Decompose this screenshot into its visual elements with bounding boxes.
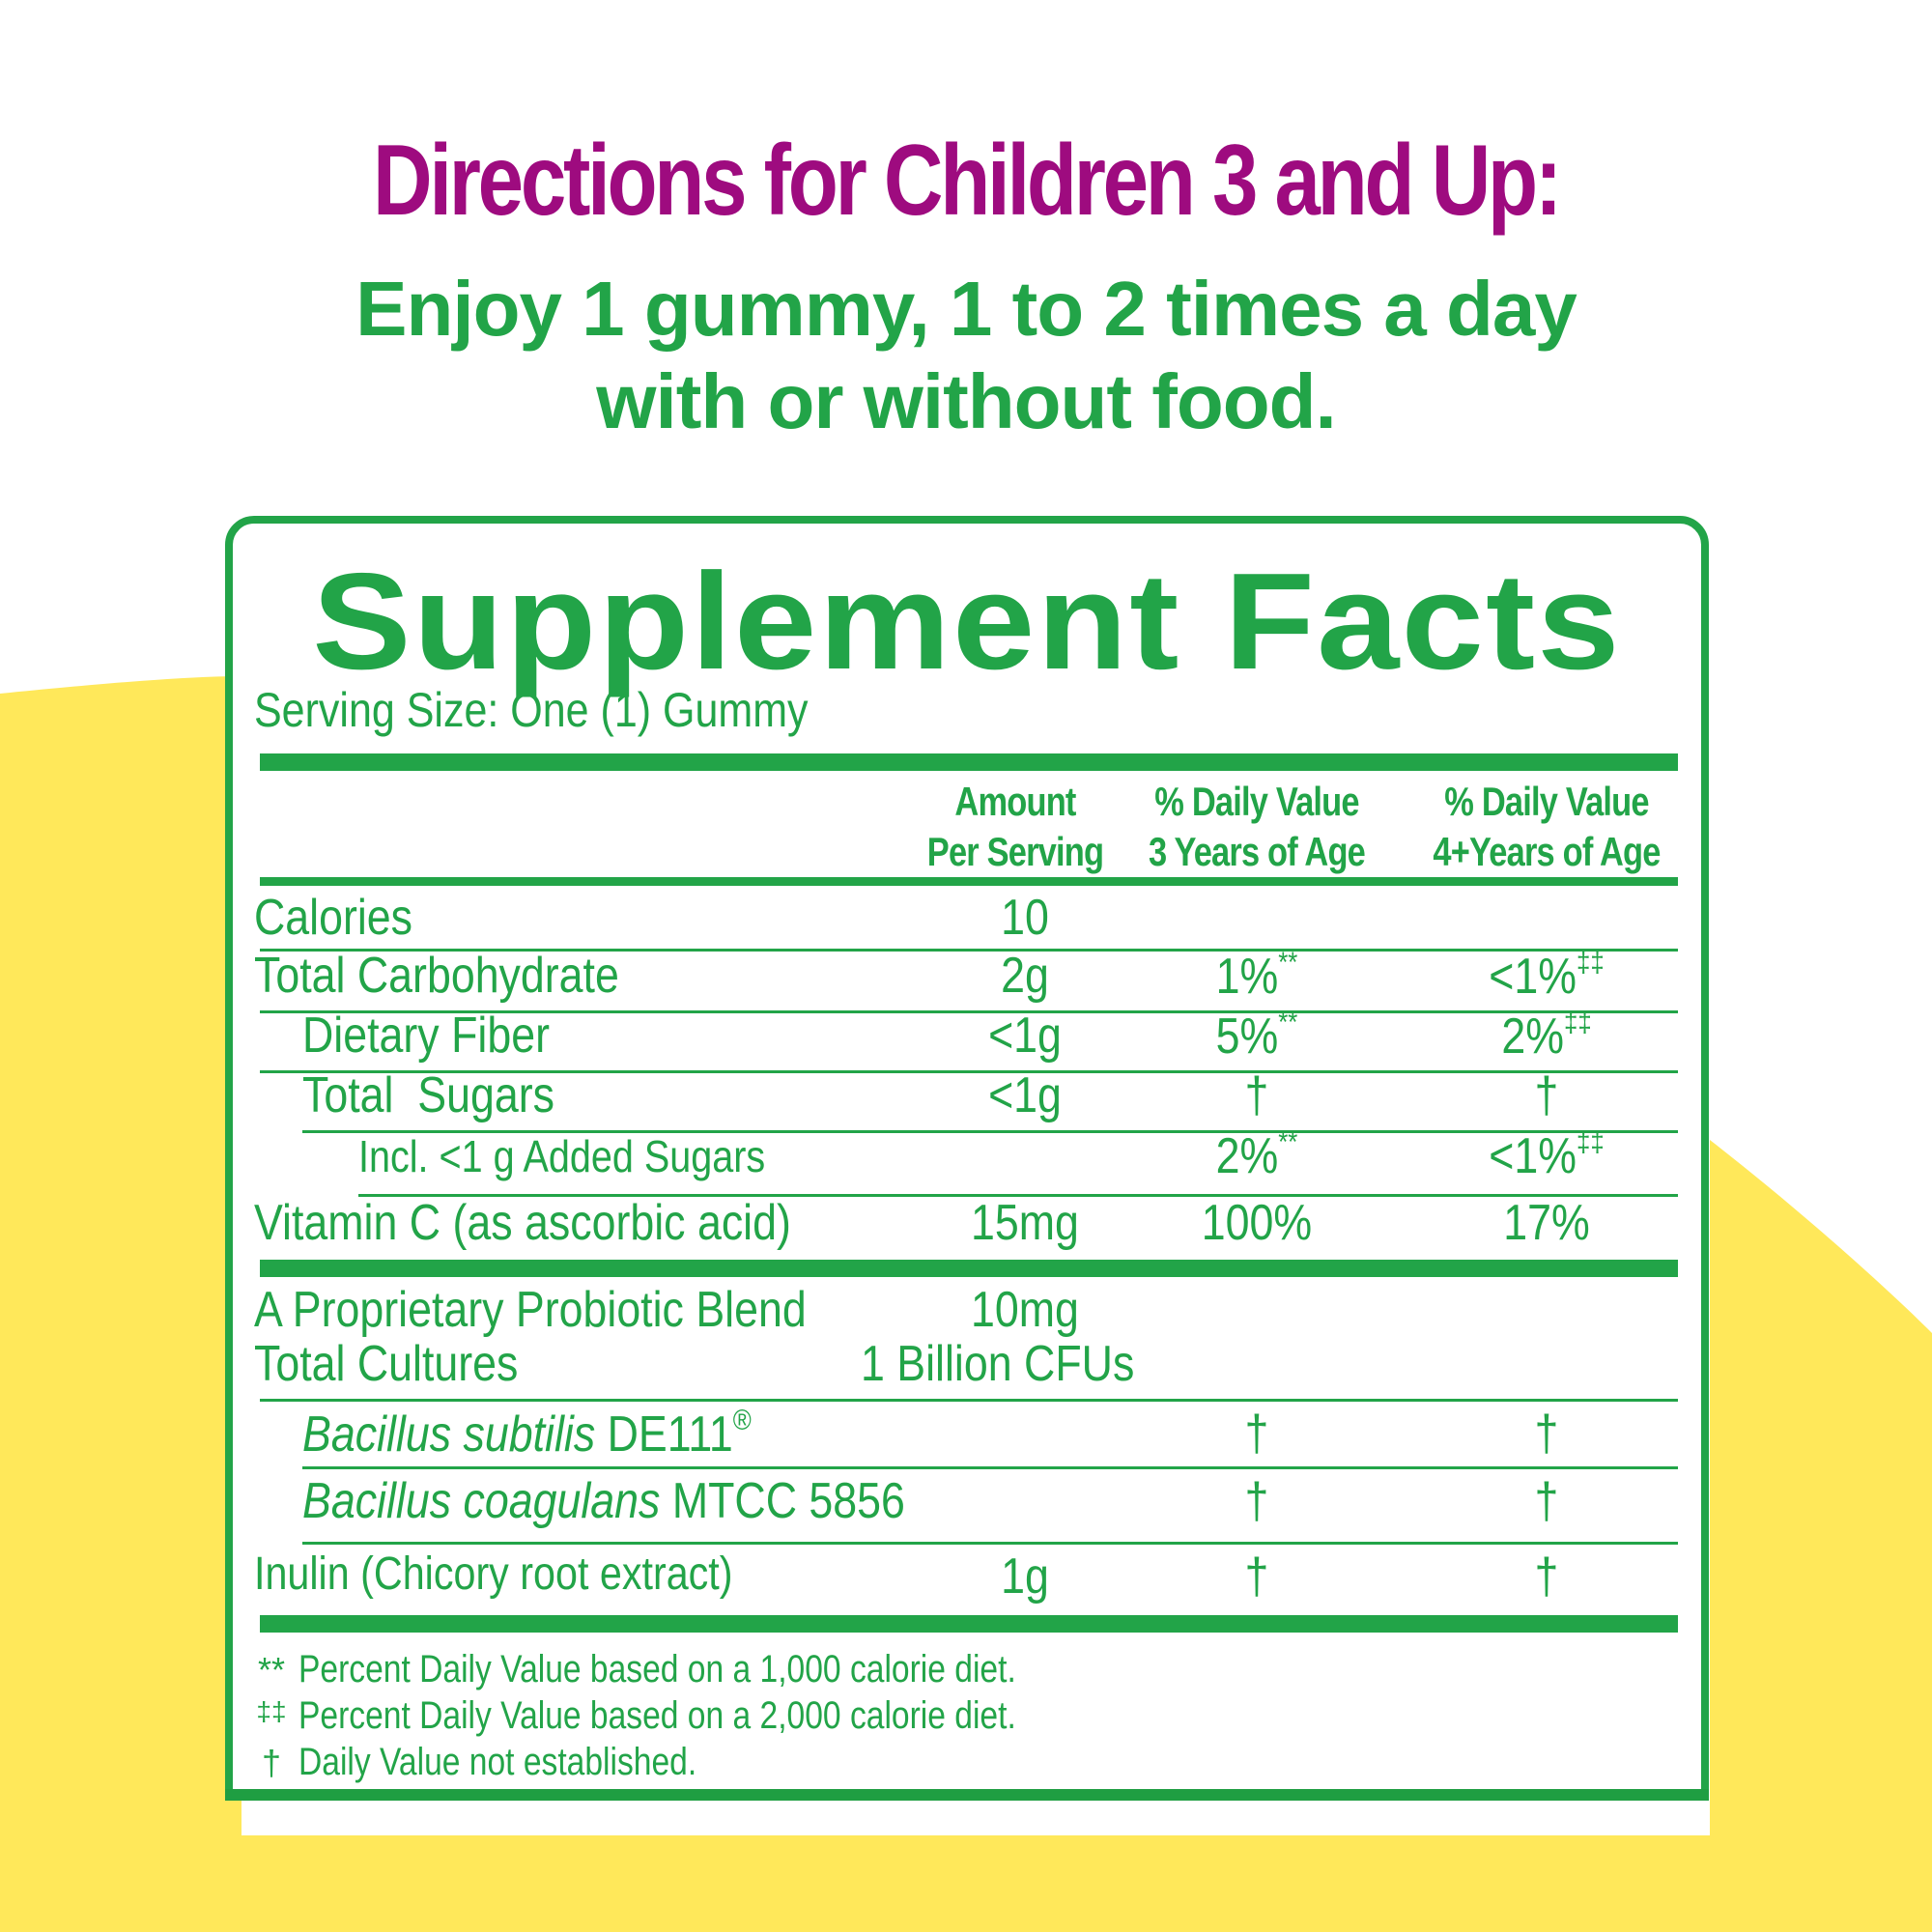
divider-thick bbox=[260, 1615, 1678, 1633]
serving-size: Serving Size: One (1) Gummy bbox=[254, 683, 809, 737]
divider-thin bbox=[302, 1466, 1678, 1469]
supplement-facts-title: Supplement Facts bbox=[312, 545, 1622, 698]
divider-thin bbox=[358, 1194, 1678, 1197]
directions-text: Enjoy 1 gummy, 1 to 2 times a day with o… bbox=[0, 263, 1932, 448]
divider-thick bbox=[260, 753, 1678, 771]
divider-thin bbox=[260, 1399, 1678, 1402]
panel-bottom-border bbox=[225, 1789, 1709, 1801]
column-header-dv-4plus: % Daily Value 4+Years of Age bbox=[1433, 779, 1661, 874]
divider-thin bbox=[302, 1130, 1678, 1133]
divider-thin bbox=[302, 1542, 1678, 1545]
column-header-amount: Amount Per Serving bbox=[926, 779, 1104, 874]
directions-line-2: with or without food. bbox=[596, 358, 1336, 444]
supplement-facts-panel: Supplement Facts Serving Size: One (1) G… bbox=[225, 516, 1709, 1797]
divider-thick bbox=[260, 1260, 1678, 1277]
divider-mid bbox=[260, 877, 1678, 886]
divider-thin bbox=[260, 1070, 1678, 1073]
divider-thin bbox=[260, 1010, 1678, 1013]
divider-thin bbox=[260, 949, 1678, 952]
directions-line-1: Enjoy 1 gummy, 1 to 2 times a day bbox=[355, 266, 1577, 352]
column-header-dv-3yrs: % Daily Value 3 Years of Age bbox=[1149, 779, 1366, 874]
directions-title: Directions for Children 3 and Up: bbox=[373, 125, 1562, 237]
